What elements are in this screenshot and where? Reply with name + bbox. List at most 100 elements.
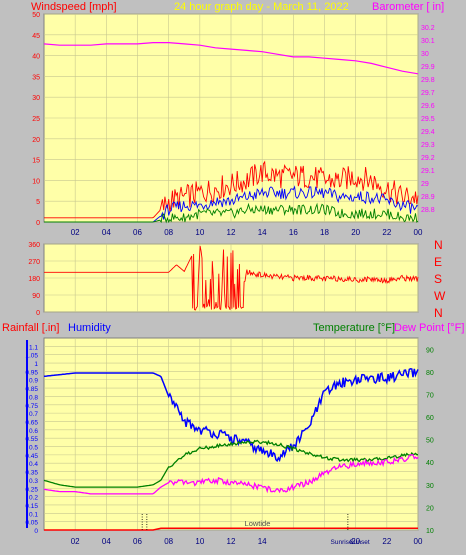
rain-tick-label: 0.9 bbox=[29, 378, 38, 385]
barometer-tick-label: 29.1 bbox=[421, 168, 435, 175]
barometer-tick-label: 30.1 bbox=[421, 38, 435, 45]
temp-tick-label: 80 bbox=[426, 370, 434, 377]
windspeed-axis-ticks: 0 5 10 15 20 25 30 35 40 45 50 bbox=[32, 12, 40, 227]
barometer-tick-label: 29.7 bbox=[421, 90, 435, 97]
x-tick-label: 18 bbox=[320, 228, 329, 237]
barometer-tick-label: 29.8 bbox=[421, 77, 435, 84]
x-tick-label: 02 bbox=[71, 537, 80, 546]
x-tick-label: 02 bbox=[71, 228, 80, 237]
rain-grid bbox=[44, 338, 419, 531]
x-tick-label: 04 bbox=[102, 228, 111, 237]
compass-label: W bbox=[434, 289, 446, 303]
x-tick-label: 12 bbox=[227, 228, 236, 237]
rain-tick-label: 0.55 bbox=[25, 436, 38, 443]
x-tick-label: 20 bbox=[351, 537, 360, 546]
x-tick-label: 22 bbox=[382, 228, 391, 237]
rain-tick-label: 0.85 bbox=[25, 386, 38, 393]
windspeed-tick-label: 45 bbox=[32, 33, 40, 40]
rain-tick-label: 0.15 bbox=[25, 503, 38, 510]
rain-tick-label: 0.45 bbox=[25, 453, 38, 460]
wind-x-axis-ticks: 02 04 06 08 10 12 14 16 18 20 22 00 bbox=[71, 228, 423, 237]
rain-tick-label: 0.6 bbox=[29, 428, 38, 435]
barometer-tick-label: 30.2 bbox=[421, 25, 435, 32]
compass-label: E bbox=[434, 255, 442, 269]
barometer-tick-label: 29.2 bbox=[421, 155, 435, 162]
wind-low-series bbox=[44, 202, 419, 224]
rain-series bbox=[43, 368, 419, 531]
windspeed-tick-label: 25 bbox=[32, 116, 40, 123]
windspeed-tick-label: 10 bbox=[32, 178, 40, 185]
direction-tick-label: 0 bbox=[36, 310, 40, 317]
x-tick-label: 20 bbox=[351, 228, 360, 237]
x-tick-label: 06 bbox=[133, 537, 142, 546]
barometer-series bbox=[43, 42, 419, 75]
windspeed-tick-label: 35 bbox=[32, 74, 40, 81]
temp-tick-label: 60 bbox=[426, 415, 434, 422]
temp-axis-ticks: 10 20 30 40 50 60 70 80 90 bbox=[426, 347, 434, 535]
x-tick-label: 16 bbox=[289, 228, 298, 237]
rain-tick-label: 1 bbox=[34, 361, 38, 368]
barometer-tick-label: 29.5 bbox=[421, 116, 435, 123]
windspeed-tick-label: 50 bbox=[32, 12, 40, 19]
rain-tick-label: 0.3 bbox=[29, 478, 38, 485]
temp-tick-label: 50 bbox=[426, 438, 434, 445]
temp-tick-label: 10 bbox=[426, 528, 434, 535]
barometer-tick-label: 29.6 bbox=[421, 103, 435, 110]
x-tick-label: 12 bbox=[227, 537, 236, 546]
graph-title: 24 hour graph day - March 11, 2022 bbox=[174, 1, 349, 13]
direction-tick-label: 90 bbox=[32, 293, 40, 300]
rain-tick-label: 0.25 bbox=[25, 486, 38, 493]
lowtide-label: Lowtide bbox=[245, 519, 271, 528]
direction-tick-label: 180 bbox=[28, 276, 40, 283]
barometer-header: Barometer [ in] bbox=[372, 1, 444, 13]
rain-tick-label: 0.4 bbox=[29, 461, 38, 468]
wind-gust-series bbox=[44, 160, 419, 219]
rain-tick-label: 0.05 bbox=[25, 520, 38, 527]
direction-axis-ticks: 0 90 180 270 360 bbox=[28, 242, 40, 317]
rain-axis-ticks: 00.05 0.10.150.2 0.250.30.35 0.40.450.5 0.55… bbox=[25, 344, 38, 535]
rain-tick-label: 0 bbox=[34, 528, 38, 535]
wind-series bbox=[43, 42, 419, 224]
direction-series bbox=[44, 245, 419, 311]
rain-tick-label: 0.35 bbox=[25, 470, 38, 477]
x-tick-label: 14 bbox=[258, 537, 267, 546]
rain-tick-label: 0.65 bbox=[25, 419, 38, 426]
windspeed-tick-label: 30 bbox=[32, 95, 40, 102]
x-tick-label: 14 bbox=[258, 228, 267, 237]
x-tick-label: 22 bbox=[382, 537, 391, 546]
rain-tick-label: 0.7 bbox=[29, 411, 38, 418]
rain-tick-label: 0.1 bbox=[29, 511, 38, 518]
x-tick-label: 08 bbox=[164, 537, 173, 546]
direction-tick-label: 270 bbox=[28, 259, 40, 266]
barometer-tick-label: 29.9 bbox=[421, 64, 435, 71]
temp-tick-label: 90 bbox=[426, 347, 434, 354]
x-tick-label: 04 bbox=[102, 537, 111, 546]
direction-tick-label: 360 bbox=[28, 242, 40, 249]
rain-tick-label: 0.8 bbox=[29, 394, 38, 401]
rain-tick-label: 0.75 bbox=[25, 403, 38, 410]
rain-x-axis-ticks: 02 04 06 08 10 12 14 20 22 00 bbox=[71, 537, 423, 546]
temperature-header: Temperature [°F] bbox=[313, 322, 395, 334]
rainfall-header: Rainfall [.in] bbox=[2, 322, 59, 334]
sunrise-label: Sunrise bbox=[331, 539, 353, 546]
windspeed-tick-label: 40 bbox=[32, 54, 40, 61]
temperature-series bbox=[43, 439, 418, 488]
barometer-tick-label: 28.9 bbox=[421, 194, 435, 201]
barometer-tick-label: 29 bbox=[421, 181, 429, 188]
compass-label: N bbox=[434, 238, 443, 252]
rain-tick-label: 1.05 bbox=[25, 353, 38, 360]
windspeed-header: Windspeed [mph] bbox=[31, 1, 117, 13]
barometer-tick-label: 30 bbox=[421, 51, 429, 58]
wind-grid bbox=[44, 13, 419, 223]
humidity-series bbox=[43, 368, 419, 463]
x-tick-label: 00 bbox=[414, 537, 423, 546]
rain-tick-label: 0.2 bbox=[29, 495, 38, 502]
windspeed-tick-label: 15 bbox=[32, 158, 40, 165]
temp-tick-label: 20 bbox=[426, 505, 434, 512]
x-tick-label: 06 bbox=[133, 228, 142, 237]
compass-label: N bbox=[434, 306, 443, 320]
rainfall-series bbox=[44, 527, 418, 531]
